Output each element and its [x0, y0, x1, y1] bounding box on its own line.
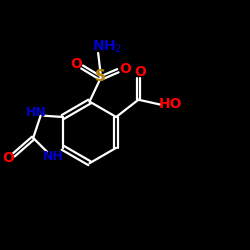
- Text: O: O: [2, 151, 14, 165]
- Text: NH$_2$: NH$_2$: [92, 38, 122, 55]
- Text: NH: NH: [42, 150, 63, 163]
- Text: S: S: [95, 70, 106, 84]
- Text: HN: HN: [26, 106, 46, 118]
- Text: O: O: [119, 62, 131, 76]
- Text: HO: HO: [159, 97, 182, 111]
- Text: O: O: [70, 57, 82, 71]
- Text: O: O: [134, 65, 146, 79]
